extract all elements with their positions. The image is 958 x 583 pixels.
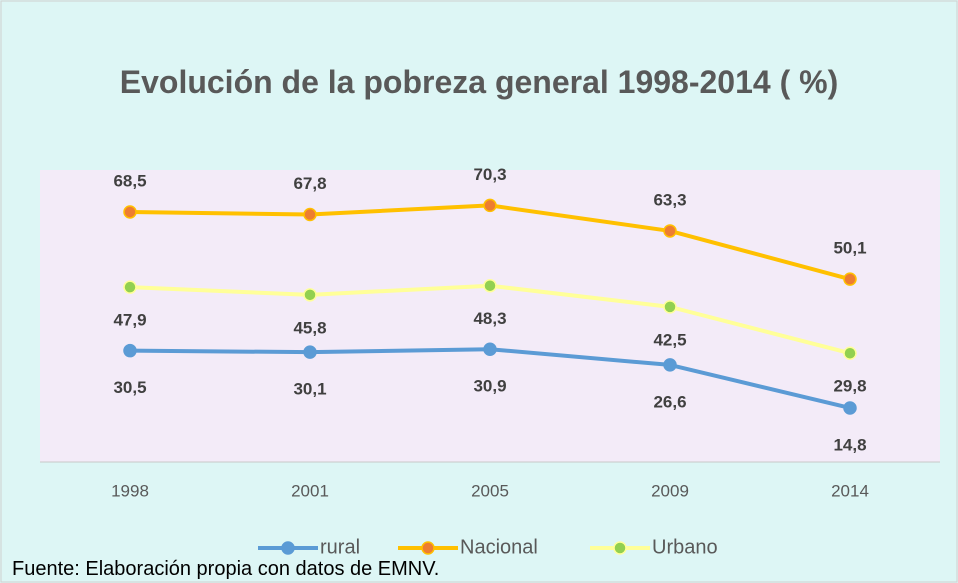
legend-label: rural [320,536,360,558]
data-label: 50,1 [833,239,866,258]
point-marker [483,198,497,213]
data-label: 14,8 [833,435,866,454]
data-label: 63,3 [653,190,686,209]
point-marker [303,288,317,302]
plot-area [40,170,940,462]
data-label: 68,5 [113,171,146,190]
legend-label: Nacional [460,536,538,558]
data-label: 30,1 [293,380,326,399]
data-label: 48,3 [473,309,506,328]
point-marker [123,205,137,219]
legend-marker [281,541,295,555]
x-tick-label: 2001 [291,481,329,500]
x-tick-label: 2014 [831,481,869,500]
point-marker [663,224,677,238]
point-marker [843,401,857,415]
legend-label: Urbano [652,536,718,558]
data-label: 30,5 [113,378,146,397]
legend-marker [613,541,627,555]
data-label: 30,9 [473,377,506,396]
data-label: 26,6 [653,392,686,411]
data-label: 42,5 [653,330,686,349]
x-tick-label: 2005 [471,481,509,500]
point-marker [663,300,677,314]
point-marker [123,343,137,358]
x-tick-label: 1998 [111,481,149,500]
chart-title: Evolución de la pobreza general 1998-201… [119,64,839,100]
point-marker [123,280,137,294]
data-label: 29,8 [833,377,866,396]
point-marker [483,278,497,293]
data-label: 45,8 [293,318,326,337]
point-marker [843,272,857,286]
point-marker [843,346,857,360]
point-marker [483,342,497,356]
legend-marker [421,541,435,555]
point-marker [663,358,677,372]
source-note: Fuente: Elaboración propia con datos de … [12,558,440,580]
point-marker [303,207,317,222]
data-label: 70,3 [473,165,506,184]
x-tick-label: 2009 [651,481,689,500]
point-marker [303,345,317,359]
data-label: 47,9 [113,311,146,330]
data-label: 67,8 [293,174,326,193]
